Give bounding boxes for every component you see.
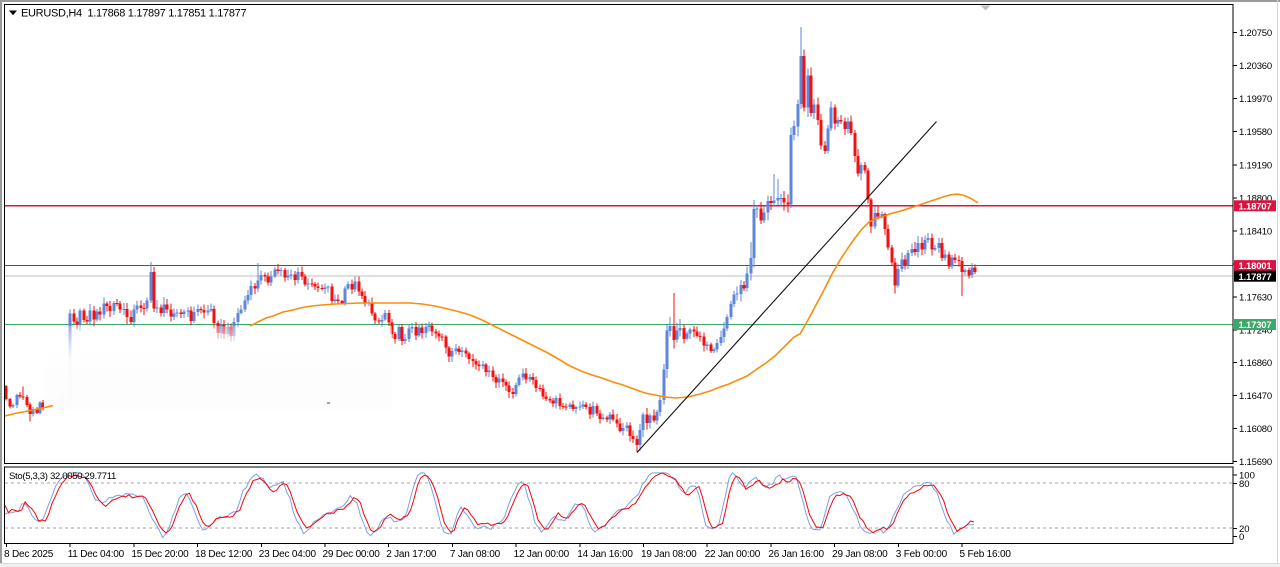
svg-text:1.16080: 1.16080 <box>1239 424 1272 435</box>
svg-text:5 Feb 16:00: 5 Feb 16:00 <box>960 549 1012 560</box>
svg-text:1.19970: 1.19970 <box>1239 94 1272 105</box>
svg-text:EURUSD,H4 1.17868 1.17897 1.1: EURUSD,H4 1.17868 1.17897 1.17851 1.1787… <box>21 8 246 20</box>
svg-text:1.17240: 1.17240 <box>1239 326 1272 337</box>
svg-text:2 Jan 17:00: 2 Jan 17:00 <box>386 549 437 560</box>
svg-text:1.18001: 1.18001 <box>1239 261 1273 272</box>
svg-text:1.20360: 1.20360 <box>1239 61 1272 72</box>
svg-text:1.17877: 1.17877 <box>1239 272 1272 283</box>
svg-text:1.18800: 1.18800 <box>1239 193 1272 204</box>
svg-text:1.16470: 1.16470 <box>1239 391 1272 402</box>
svg-text:1.17630: 1.17630 <box>1239 293 1272 304</box>
svg-text:7 Jan 08:00: 7 Jan 08:00 <box>450 549 501 560</box>
svg-text:23 Dec 04:00: 23 Dec 04:00 <box>259 549 317 560</box>
svg-text:1.18410: 1.18410 <box>1239 227 1272 238</box>
svg-text:80: 80 <box>1239 479 1250 490</box>
svg-text:29 Dec 00:00: 29 Dec 00:00 <box>323 549 381 560</box>
svg-text:1.19580: 1.19580 <box>1239 127 1272 138</box>
svg-text:14 Jan 16:00: 14 Jan 16:00 <box>577 549 633 560</box>
svg-text:1.20750: 1.20750 <box>1239 28 1272 39</box>
svg-text:19 Jan 08:00: 19 Jan 08:00 <box>641 549 697 560</box>
svg-text:0: 0 <box>1239 532 1244 543</box>
svg-text:1.19190: 1.19190 <box>1239 160 1272 171</box>
svg-text:Sto(5,3,3) 32.0050 29.7711: Sto(5,3,3) 32.0050 29.7711 <box>9 471 116 482</box>
svg-text:15 Dec 20:00: 15 Dec 20:00 <box>131 549 189 560</box>
svg-text:20: 20 <box>1239 524 1250 535</box>
svg-text:26 Jan 16:00: 26 Jan 16:00 <box>768 549 824 560</box>
svg-text:18 Dec 12:00: 18 Dec 12:00 <box>195 549 253 560</box>
svg-text:29 Jan 08:00: 29 Jan 08:00 <box>832 549 888 560</box>
svg-text:1.16860: 1.16860 <box>1239 358 1272 369</box>
svg-text:12 Jan 00:00: 12 Jan 00:00 <box>514 549 570 560</box>
svg-text:11 Dec 04:00: 11 Dec 04:00 <box>68 549 125 560</box>
svg-text:3 Feb 00:00: 3 Feb 00:00 <box>896 549 948 560</box>
svg-text:8 Dec 2025: 8 Dec 2025 <box>4 549 54 560</box>
svg-text:1.17307: 1.17307 <box>1239 320 1272 331</box>
svg-text:1.15690: 1.15690 <box>1239 457 1272 468</box>
svg-text:22 Jan 00:00: 22 Jan 00:00 <box>705 549 761 560</box>
svg-text:1.18707: 1.18707 <box>1239 201 1272 212</box>
svg-text:100: 100 <box>1239 471 1255 482</box>
